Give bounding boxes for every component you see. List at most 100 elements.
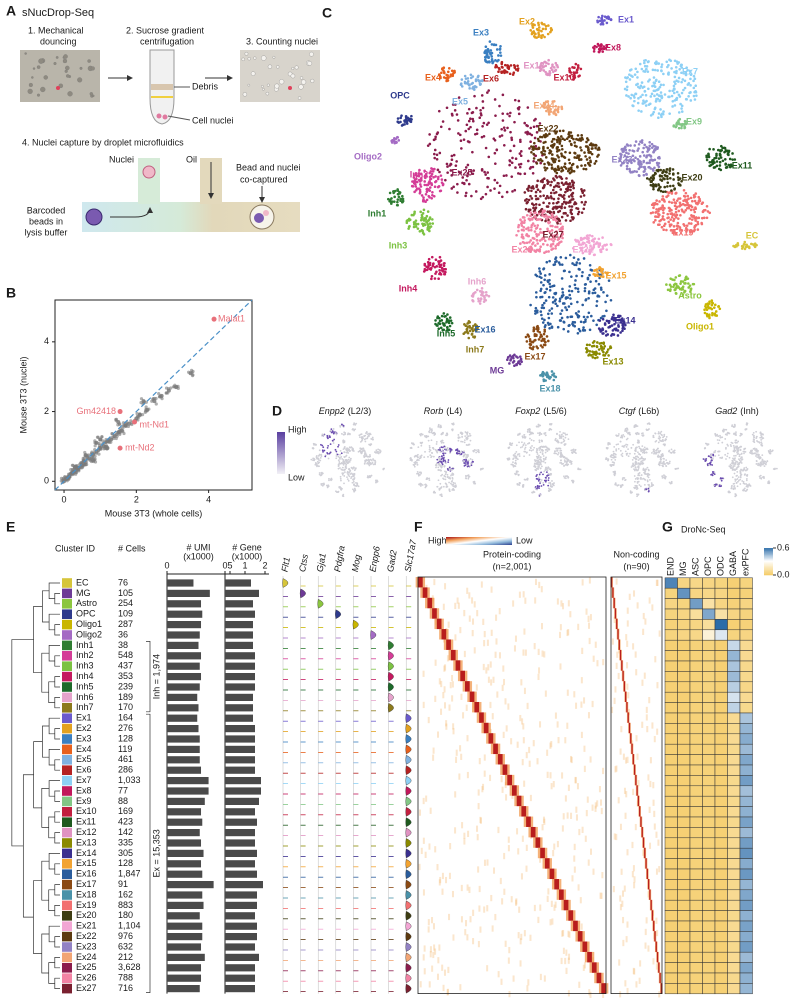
cell-dot	[431, 263, 435, 266]
cell-dot	[687, 81, 691, 85]
cell-dot	[466, 330, 469, 334]
cell-dot	[656, 69, 660, 72]
cell-dot	[677, 126, 681, 130]
cell-dot	[516, 106, 520, 110]
cell-dot	[637, 174, 641, 177]
cell-dot	[595, 323, 598, 327]
cell-dot	[519, 218, 522, 221]
cell-dot	[426, 260, 430, 264]
cell-dot	[653, 85, 657, 88]
cell-dot	[392, 191, 395, 195]
cell-dot	[499, 45, 502, 48]
cell-dot	[607, 441, 610, 444]
cell-dot	[539, 374, 542, 377]
cell-dot	[439, 426, 441, 428]
cell-dot	[650, 146, 654, 149]
cell-dot	[440, 178, 444, 181]
cell-dot	[526, 477, 529, 480]
cell-dot	[541, 337, 545, 341]
cell-dot	[570, 463, 573, 465]
cell-dot	[615, 434, 618, 437]
cell-dot	[427, 455, 429, 458]
cell-dot	[337, 445, 339, 448]
photo-speck	[309, 51, 314, 57]
label: Barcoded	[27, 205, 66, 215]
cell-dot	[397, 195, 401, 199]
cell-dot	[537, 21, 540, 25]
cell-dot	[435, 466, 437, 469]
gene-layer: (L5/6)	[543, 406, 567, 416]
cell-dot	[695, 216, 698, 220]
cell-dot	[460, 431, 463, 434]
cell-dot	[675, 284, 679, 288]
cell-dot	[555, 146, 559, 149]
cell-dot	[560, 166, 563, 169]
cell-dot	[627, 95, 630, 98]
cluster-label: Ex7	[682, 66, 698, 76]
photo-speck	[274, 83, 280, 89]
cell-dot	[637, 147, 640, 150]
cell-dot	[665, 228, 668, 232]
cell-dot	[426, 223, 430, 226]
cell-dot	[537, 459, 539, 462]
cell-dot	[428, 133, 431, 136]
cell-dot	[423, 199, 426, 203]
cell-dot	[437, 185, 441, 188]
cell-dot	[528, 433, 531, 436]
cell-dot	[588, 273, 591, 277]
cell-dot	[495, 148, 499, 152]
gene-title: Rorb (L4)	[424, 406, 463, 416]
cell-dot	[650, 203, 654, 207]
cell-dot	[683, 224, 686, 227]
cell-dot	[671, 184, 675, 188]
cell-dot	[568, 293, 572, 297]
cell-dot	[663, 474, 665, 477]
cell-dot	[547, 472, 550, 475]
cell-dot	[554, 61, 558, 65]
cell-dot	[577, 310, 580, 313]
cell-dot	[542, 301, 546, 305]
cell-dot	[679, 63, 683, 67]
cell-dot	[568, 70, 572, 74]
cell-dot	[588, 151, 592, 154]
cell-dot	[577, 210, 581, 214]
cell-dot	[338, 486, 341, 489]
cell-dot	[723, 150, 726, 154]
cell-dot	[471, 119, 475, 123]
cell-dot	[479, 108, 482, 112]
cell-dot	[455, 160, 458, 163]
cell-dot	[511, 190, 514, 193]
cell-dot	[428, 180, 431, 183]
cell-dot	[581, 138, 584, 141]
cell-dot	[683, 195, 687, 198]
cell-dot	[600, 328, 604, 332]
cell-dot	[609, 18, 613, 21]
cell-dot	[581, 246, 584, 250]
cell-dot	[592, 253, 596, 257]
cell-dot	[689, 196, 693, 200]
cell-dot	[544, 219, 547, 223]
cell-dot	[473, 94, 476, 98]
cell-dot	[649, 176, 653, 179]
cell-dot	[488, 60, 491, 64]
cell-dot	[390, 202, 393, 205]
cell-dot	[649, 95, 653, 98]
photo-speck	[67, 91, 73, 97]
cell-dot	[470, 194, 473, 198]
cell-dot	[559, 430, 561, 433]
cell-dot	[541, 453, 544, 456]
cell-dot	[690, 218, 694, 221]
cell-dot	[544, 476, 547, 479]
cell-dot	[542, 201, 545, 205]
cell-dot	[317, 454, 320, 457]
cell-dot	[622, 150, 625, 153]
cell-dot	[568, 182, 572, 185]
cell-dot	[535, 213, 539, 217]
cell-dot	[567, 195, 571, 198]
label: Cell nuclei	[192, 115, 234, 125]
cell-dot	[666, 185, 669, 188]
cell-dot	[486, 91, 489, 94]
cell-dot	[416, 463, 419, 466]
cell-dot	[540, 313, 543, 317]
cell-dot	[549, 183, 552, 187]
